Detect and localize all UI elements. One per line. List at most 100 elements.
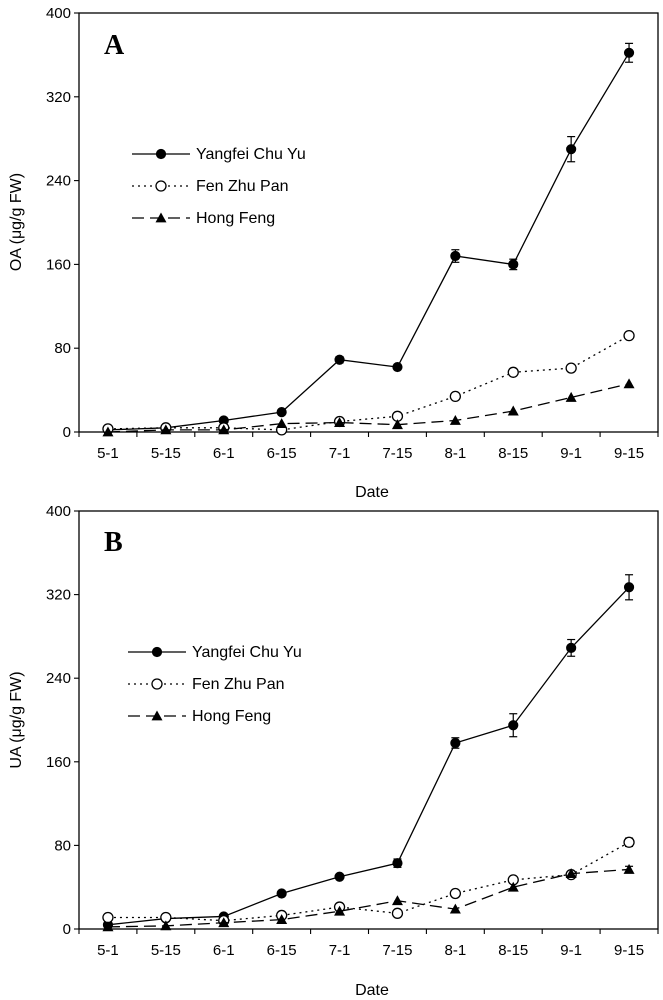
y-tick-label-a: 240 [46,173,71,190]
data-point-b-1 [449,887,462,900]
x-tick-label-b: 5-15 [151,942,181,959]
data-point-a-2 [276,418,288,429]
data-point-b-0 [566,642,577,653]
y-tick-label-b: 320 [46,587,71,604]
data-point-a-2 [160,424,172,435]
data-point-a-1 [507,366,519,378]
legend-marker-a-0 [155,148,167,160]
data-point-b-2 [102,921,114,932]
y-tick-label-b: 240 [46,670,71,687]
data-point-a-2 [449,414,461,425]
x-tick-label-a: 6-15 [267,445,297,462]
data-point-a-1 [623,329,635,342]
data-point-a-0 [623,47,635,58]
series-b-0 [102,574,635,930]
data-point-b-1 [623,836,635,848]
series-b-1 [102,836,635,927]
x-tick-label-a: 7-15 [382,445,412,462]
data-point-b-0 [334,871,345,882]
data-point-b-0 [508,720,519,731]
y-tick-label-a: 320 [46,89,71,106]
legend-label-a-0: Yangfei Chu Yu [196,146,306,163]
series-b-2 [102,863,635,932]
y-tick-label-a: 0 [63,424,71,441]
data-point-a-1 [565,362,577,374]
data-point-b-2 [623,863,635,874]
data-point-a-2 [507,405,519,416]
x-tick-label-a: 9-1 [560,445,582,462]
x-tick-label-a: 8-1 [445,445,467,462]
chart-panel-b: B Date UA (μg/g FW) 0 80 160 240 320 400 5-1 5-… [8,503,659,999]
data-point-b-2 [507,881,519,892]
data-point-b-0 [450,737,461,749]
y-tick-label-a: 80 [54,340,71,357]
legend-marker-a-2 [155,212,167,223]
x-axis-label-a: Date [355,484,389,501]
panel-label-b: B [104,527,123,558]
x-tick-label-b: 9-1 [560,942,582,959]
x-tick-label-b: 9-15 [614,942,644,959]
series-line-a-1 [107,335,630,431]
data-point-a-0 [450,250,461,262]
x-tick-label-a: 7-1 [329,445,351,462]
series-line-a-0 [107,52,630,431]
y-tick-label-b: 400 [46,503,71,520]
data-point-b-2 [160,920,172,931]
x-tick-label-b: 6-1 [213,942,235,959]
data-point-a-0 [392,361,403,373]
legend-label-a-2: Hong Feng [196,210,275,227]
data-point-a-1 [449,390,462,403]
data-point-b-1 [391,907,404,919]
y-tick-label-b: 0 [63,921,71,938]
y-tick-label-b: 80 [54,837,71,854]
x-tick-label-a: 8-15 [498,445,528,462]
legend-a: Yangfei Chu Yu Fen Zhu Pan Hong Feng [132,146,306,227]
data-point-b-2 [391,895,403,906]
y-tick-label-a: 400 [46,5,71,22]
x-tick-label-b: 6-15 [267,942,297,959]
legend-label-b-2: Hong Feng [192,708,271,725]
x-tick-label-a: 5-15 [151,445,181,462]
data-point-b-0 [623,582,635,593]
data-point-b-2 [565,868,577,879]
data-point-a-2 [565,391,577,402]
data-point-b-2 [218,917,230,928]
data-point-b-1 [102,911,114,924]
data-point-b-2 [334,905,346,916]
legend-marker-b-0 [151,646,163,658]
legend-label-b-1: Fen Zhu Pan [192,676,285,693]
y-tick-label-a: 160 [46,256,71,273]
x-tick-label-b: 8-15 [498,942,528,959]
data-point-a-0 [508,259,519,270]
data-point-b-2 [276,914,288,924]
series-line-b-0 [107,586,630,926]
x-tick-label-b: 7-1 [329,942,351,959]
x-tick-label-b: 8-1 [445,942,467,959]
legend-b: Yangfei Chu Yu Fen Zhu Pan Hong Feng [128,644,302,725]
x-tick-label-a: 5-1 [97,445,119,462]
x-tick-label-a: 9-15 [614,445,644,462]
data-point-a-2 [391,419,403,430]
legend-label-b-0: Yangfei Chu Yu [192,644,302,661]
panel-label-a: A [104,30,125,61]
data-point-b-0 [392,858,403,869]
data-point-b-0 [276,888,287,899]
series-line-b-1 [107,841,630,922]
data-point-a-2 [102,426,114,437]
data-point-b-2 [449,903,461,914]
legend-marker-b-1 [151,678,163,690]
y-axis-label-b: UA (μg/g FW) [8,671,25,768]
series-line-b-2 [107,868,630,928]
legend-marker-b-2 [151,710,163,721]
series-a-1 [102,329,635,436]
data-point-a-2 [623,378,635,389]
plot-frame-b [78,510,659,930]
data-point-a-0 [276,406,287,418]
series-a-0 [102,42,635,436]
series-a-2 [102,378,635,437]
legend-label-a-1: Fen Zhu Pan [196,178,289,195]
legend-marker-a-1 [155,180,167,192]
data-point-a-0 [334,354,345,365]
series-line-a-2 [107,383,630,433]
